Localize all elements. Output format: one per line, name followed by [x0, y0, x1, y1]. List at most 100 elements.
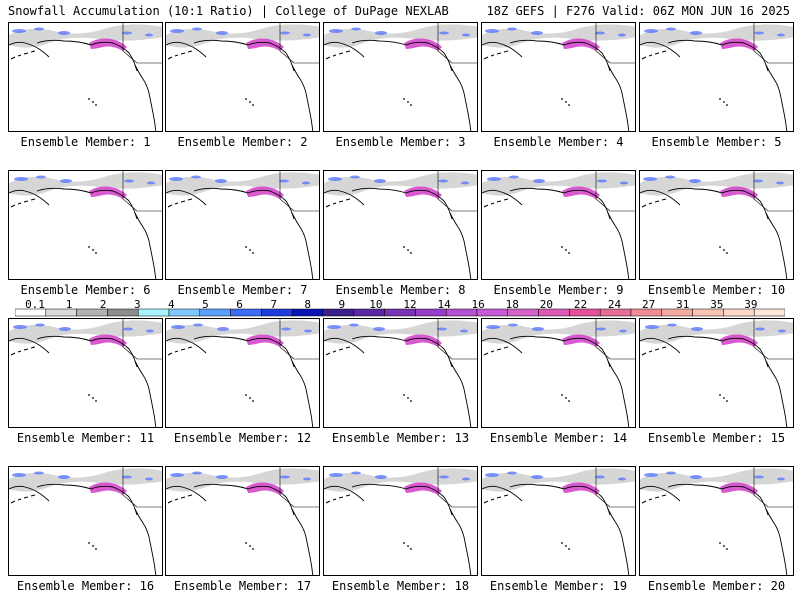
- moderate-snow-area: [145, 477, 153, 481]
- west-coast: [607, 508, 630, 575]
- political-border: [753, 171, 793, 212]
- alaska-coastline: [166, 187, 295, 220]
- moderate-snow-area: [192, 27, 202, 31]
- hawaii-island: [403, 98, 405, 100]
- moderate-snow-area: [217, 327, 229, 331]
- hawaii-island: [565, 545, 567, 547]
- ensemble-member-label: Ensemble Member: 6: [20, 283, 151, 297]
- ensemble-member-map: [165, 22, 320, 132]
- political-border: [279, 23, 319, 64]
- political-border: [437, 23, 477, 64]
- hawaii-island: [88, 394, 90, 396]
- hawaii-island: [726, 400, 728, 402]
- political-border: [437, 467, 477, 508]
- alaska-coastline: [9, 39, 138, 72]
- colorbar-tick-label: 2: [100, 298, 107, 311]
- ensemble-member-map: [8, 466, 163, 576]
- alaska-coastline: [640, 335, 769, 368]
- hawaii-island: [410, 400, 412, 402]
- hawaii-island: [410, 252, 412, 254]
- moderate-snow-area: [619, 329, 627, 333]
- political-border: [753, 319, 793, 360]
- colorbar-tick-label: 3: [134, 298, 141, 311]
- moderate-snow-area: [124, 179, 134, 183]
- hawaii-island: [407, 101, 409, 103]
- moderate-snow-area: [373, 327, 385, 331]
- moderate-snow-area: [666, 27, 676, 31]
- hawaii-island: [723, 397, 725, 399]
- ensemble-member-label: Ensemble Member: 17: [173, 579, 312, 593]
- aleutian-islands: [483, 50, 509, 60]
- ensemble-member-map: [481, 22, 636, 132]
- moderate-snow-area: [280, 31, 290, 35]
- alaska-coastline: [482, 187, 611, 220]
- political-border: [122, 467, 162, 508]
- hawaii-island: [95, 400, 97, 402]
- moderate-snow-area: [145, 33, 153, 37]
- colorbar-tick-label: 4: [168, 298, 175, 311]
- moderate-snow-area: [618, 477, 626, 481]
- light-snow-area: [482, 172, 635, 196]
- moderate-snow-area: [349, 323, 359, 327]
- heavy-snow-area: [720, 482, 758, 495]
- light-snow-area: [9, 468, 162, 492]
- moderate-snow-area: [487, 177, 501, 181]
- hawaii-island: [252, 400, 254, 402]
- moderate-snow-area: [171, 325, 185, 329]
- colorbar-tick-label: 35: [710, 298, 723, 311]
- alaska-coastline: [640, 39, 769, 72]
- moderate-snow-area: [776, 181, 784, 185]
- ensemble-member-label: Ensemble Member: 13: [331, 431, 470, 445]
- alaska-coastline: [482, 335, 611, 368]
- moderate-snow-area: [462, 477, 470, 481]
- light-snow-area: [324, 24, 477, 48]
- moderate-snow-area: [754, 475, 764, 479]
- colorbar-tick-label: 1: [66, 298, 73, 311]
- moderate-snow-area: [13, 325, 27, 329]
- ensemble-member-label: Ensemble Member: 2: [177, 135, 308, 149]
- moderate-snow-area: [12, 473, 26, 477]
- colorbar-tick-label: 24: [608, 298, 622, 311]
- west-coast: [607, 360, 630, 427]
- moderate-snow-area: [690, 31, 702, 35]
- heavy-snow-area: [89, 186, 127, 199]
- hawaii-island: [92, 545, 94, 547]
- moderate-snow-area: [507, 27, 517, 31]
- moderate-snow-area: [329, 473, 343, 477]
- ensemble-member-label: Ensemble Member: 8: [335, 283, 466, 297]
- alaska-coastline: [324, 483, 453, 516]
- colorbar: 0.1 1 2 3 4 5 6 7 8 9 10 12 14 16 18 20 22 24 27 31 35 39: [15, 298, 785, 317]
- hawaii-island: [726, 252, 728, 254]
- ensemble-member-label: Ensemble Member: 1: [20, 135, 151, 149]
- moderate-snow-area: [778, 329, 786, 333]
- light-snow-area: [482, 24, 635, 48]
- moderate-snow-area: [532, 327, 544, 331]
- political-border: [122, 23, 162, 64]
- moderate-snow-area: [644, 29, 658, 33]
- moderate-snow-area: [122, 475, 132, 479]
- political-border: [753, 23, 793, 64]
- colorbar-swatch: [753, 308, 785, 317]
- moderate-snow-area: [665, 175, 675, 179]
- alaska-coastline: [166, 335, 295, 368]
- hawaii-island: [403, 542, 405, 544]
- heavy-snow-area: [562, 482, 600, 495]
- hawaii-island: [95, 548, 97, 550]
- moderate-snow-area: [35, 323, 45, 327]
- moderate-snow-area: [620, 181, 628, 185]
- west-coast: [291, 64, 314, 131]
- moderate-snow-area: [122, 31, 132, 35]
- ensemble-member-map: [8, 318, 163, 428]
- aleutian-islands: [167, 50, 193, 60]
- hawaii-island: [95, 252, 97, 254]
- light-snow-area: [324, 172, 477, 196]
- aleutian-islands: [325, 198, 351, 208]
- moderate-snow-area: [14, 177, 28, 181]
- moderate-snow-area: [302, 181, 310, 185]
- hawaii-island: [252, 548, 254, 550]
- ensemble-member-label: Ensemble Member: 5: [651, 135, 782, 149]
- ensemble-member-label: Ensemble Member: 3: [335, 135, 466, 149]
- alaska-coastline: [9, 483, 138, 516]
- light-snow-area: [324, 468, 477, 492]
- moderate-snow-area: [777, 33, 785, 37]
